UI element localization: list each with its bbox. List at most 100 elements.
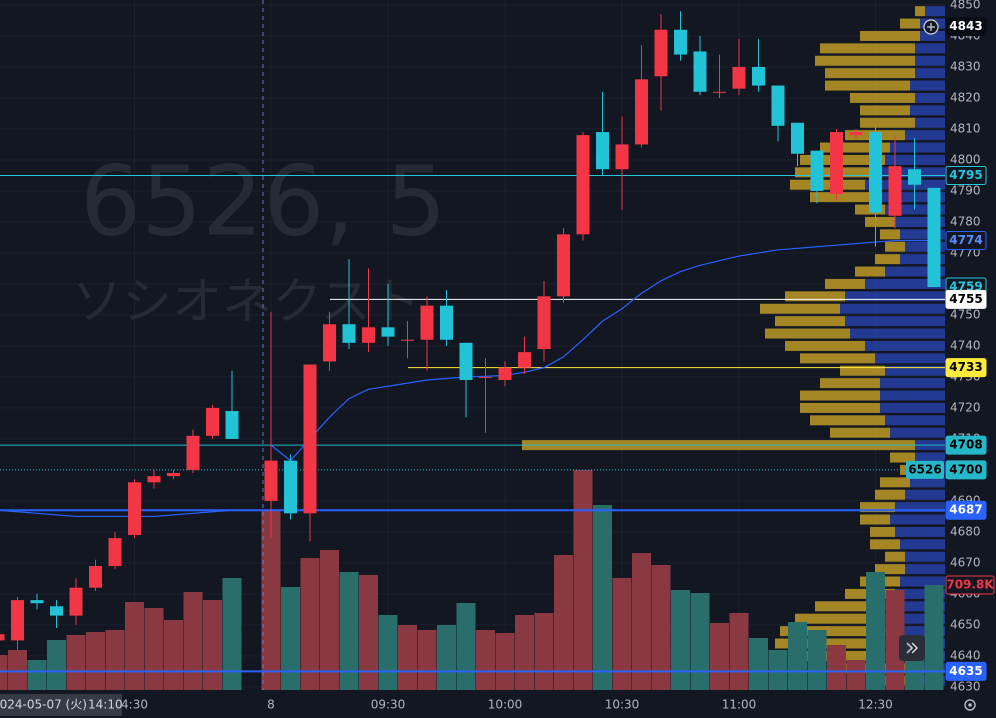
y-tick-label: 4820	[950, 90, 981, 104]
time-axis: 4:30 8 09:30 10:00 10:30 11:00 12:30	[121, 698, 893, 712]
candle-body	[635, 79, 648, 145]
scroll-icon	[906, 642, 919, 654]
candle-body	[108, 538, 122, 567]
volume-label: 709.8K	[946, 578, 994, 592]
profile-gold	[860, 502, 895, 513]
profile-gold	[860, 105, 910, 116]
y-tick-label: 4800	[950, 152, 981, 166]
candle-body	[206, 407, 219, 436]
price-badge	[945, 165, 987, 185]
y-tick-label: 4790	[950, 183, 981, 197]
vwap-line	[270, 239, 934, 462]
y-tick-label: 4830	[950, 59, 981, 73]
profile-blue	[905, 551, 945, 562]
watermark: 6526, 5 ソシオネクスト	[72, 145, 446, 330]
volume-bar	[476, 630, 495, 690]
profile-gold	[860, 30, 920, 41]
price-badge	[945, 17, 987, 37]
profile-blue	[880, 378, 945, 389]
profile-blue	[925, 6, 945, 17]
volume-bar	[593, 505, 612, 690]
add-button[interactable]	[923, 19, 939, 35]
price-badge	[945, 231, 987, 251]
volume-bar	[710, 623, 729, 690]
profile-blue	[900, 254, 945, 265]
candle-body	[459, 342, 473, 381]
candle-body	[440, 305, 453, 340]
profile-gold	[850, 92, 915, 103]
volume-bar	[164, 620, 183, 690]
price-badge-label: 4700	[949, 462, 982, 476]
candle-body	[498, 367, 512, 381]
profile-gold	[775, 316, 845, 327]
profile-gold	[795, 613, 875, 624]
watermark-name: ソシオネクスト	[72, 273, 421, 331]
profile-blue	[905, 130, 945, 141]
profile-blue	[915, 68, 945, 79]
volume-bar	[671, 590, 690, 690]
profile-blue	[845, 291, 945, 302]
candle-body	[752, 66, 765, 86]
volume-bar	[924, 585, 944, 690]
volume-bar	[222, 578, 242, 690]
profile-gold	[915, 6, 925, 17]
volume-bar	[27, 660, 47, 690]
volume-bar	[66, 635, 86, 690]
profile-blue	[885, 601, 945, 612]
volume-bar	[320, 550, 339, 690]
volume-bar	[573, 470, 593, 690]
volume-bar	[339, 571, 359, 690]
candle-body	[89, 566, 102, 588]
profile-blue	[875, 353, 945, 364]
profile-gold	[760, 303, 840, 314]
profile-gold	[875, 254, 900, 265]
candle-body	[908, 169, 921, 185]
candle-body	[810, 150, 824, 191]
profile-blue	[895, 502, 945, 513]
volume-bar	[86, 631, 105, 690]
volume-bar	[807, 630, 827, 690]
volume-bar	[495, 633, 515, 690]
profile-gold	[765, 328, 850, 339]
profile-blue	[900, 539, 945, 550]
volume-bar	[417, 630, 437, 690]
profile-gold	[860, 117, 915, 128]
volume-bar	[261, 510, 281, 690]
profile-gold	[830, 427, 890, 438]
profile-blue	[890, 514, 945, 525]
candle-body	[50, 606, 63, 616]
volume-bar	[378, 615, 398, 690]
candle-body	[869, 132, 882, 213]
price-badge-label: 4774	[949, 233, 982, 247]
profile-gold	[870, 539, 900, 550]
settings-button[interactable]	[964, 699, 976, 711]
candle-body	[693, 51, 707, 92]
scroll-button[interactable]	[899, 635, 925, 661]
volume-bar	[866, 571, 885, 690]
gear-icon[interactable]	[964, 699, 976, 711]
profile-blue	[905, 564, 945, 575]
profile-gold	[885, 551, 905, 562]
cursor-box	[0, 694, 122, 716]
y-tick-label: 4850	[950, 0, 981, 11]
volume-bar	[359, 575, 378, 690]
x-tick-label: 12:30	[858, 698, 893, 712]
volume-bar	[281, 586, 300, 690]
candle-body	[69, 587, 83, 616]
volume-bar	[125, 601, 144, 690]
profile-blue	[865, 278, 945, 289]
candle-body	[888, 166, 902, 216]
candle-body	[0, 634, 5, 641]
volume-bar	[0, 655, 8, 690]
price-badge-label: 4755	[949, 292, 982, 306]
volume-bar	[612, 578, 632, 690]
candle-body	[11, 600, 24, 641]
profile-gold	[870, 526, 895, 537]
candle-body	[362, 327, 375, 343]
candle-body	[927, 187, 941, 288]
profile-blue	[870, 626, 945, 637]
candle-body	[303, 364, 317, 514]
candle-body	[284, 460, 297, 514]
profile-gold	[825, 278, 865, 289]
candle-body	[264, 460, 278, 501]
